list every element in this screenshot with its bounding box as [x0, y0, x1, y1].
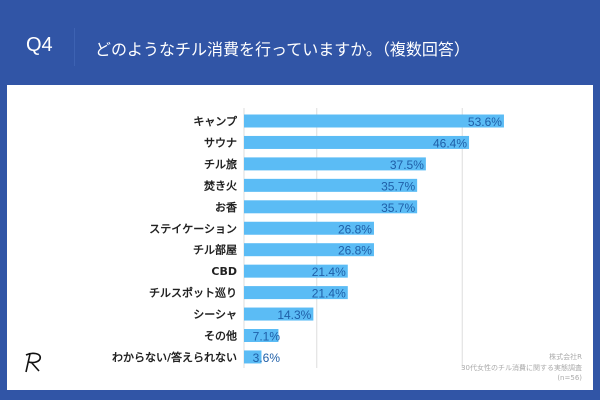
value-label: 3.6% — [253, 351, 281, 365]
bar — [244, 200, 418, 214]
company-logo — [25, 352, 42, 373]
value-label: 35.7% — [381, 179, 415, 193]
question-number: Q4 — [26, 34, 53, 56]
footer-company: 株式会社R — [549, 353, 582, 361]
value-label: 46.4% — [433, 136, 467, 150]
category-label: お香 — [215, 200, 238, 214]
category-label: サウナ — [204, 136, 237, 149]
bar — [244, 329, 279, 342]
chart-panel — [7, 85, 593, 390]
value-label: 53.6% — [468, 115, 502, 129]
footer-sample: (n=56) — [557, 374, 582, 382]
bar — [244, 135, 470, 149]
category-label: チル旅 — [204, 157, 237, 171]
category-label: その他 — [204, 329, 237, 343]
header-divider — [74, 28, 75, 66]
bar — [244, 264, 348, 278]
category-label: CBD — [211, 265, 237, 278]
category-label: 焚き火 — [203, 178, 238, 192]
category-label: わからない/答えられない — [112, 350, 237, 364]
value-label: 21.4% — [312, 287, 346, 301]
bar — [244, 114, 504, 128]
category-label: キャンプ — [193, 114, 238, 128]
value-label: 14.3% — [277, 308, 311, 322]
page-title: どのようなチル消費を行っていますか。（複数回答） — [95, 40, 470, 59]
category-label: シーシャ — [193, 308, 237, 321]
value-label: 21.4% — [312, 265, 346, 279]
value-label: 26.8% — [338, 244, 372, 258]
category-label: ステイケーション — [149, 222, 237, 235]
bar — [244, 243, 374, 257]
category-label: チルスポット巡り — [149, 286, 237, 300]
bar — [244, 307, 314, 321]
footer-survey: 30代女性のチル消費に関する実態調査 — [461, 364, 582, 372]
bar — [244, 178, 418, 192]
value-label: 7.1% — [253, 330, 281, 344]
value-label: 37.5% — [390, 158, 424, 172]
bar — [244, 350, 262, 364]
bar — [244, 286, 348, 300]
bar — [244, 221, 374, 235]
value-label: 26.8% — [338, 222, 372, 236]
value-label: 35.7% — [381, 201, 415, 215]
category-label: チル部屋 — [193, 243, 237, 257]
bar — [244, 157, 426, 171]
